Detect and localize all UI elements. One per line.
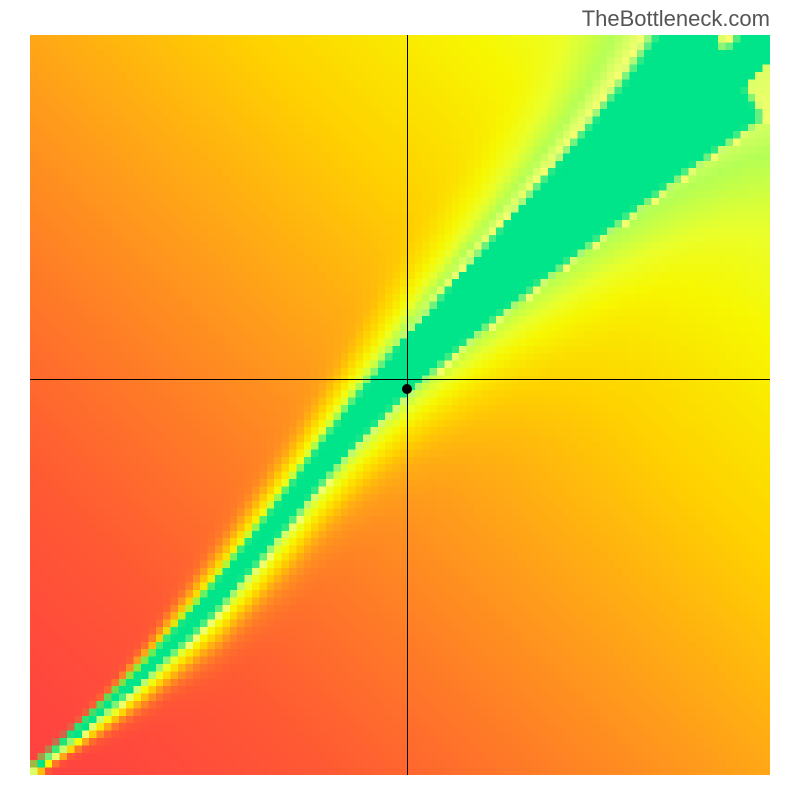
crosshair-marker <box>402 384 412 394</box>
heatmap-canvas <box>30 35 770 775</box>
watermark-text: TheBottleneck.com <box>582 6 770 32</box>
crosshair-vertical <box>407 35 408 775</box>
crosshair-horizontal <box>30 379 770 380</box>
chart-container: TheBottleneck.com <box>0 0 800 800</box>
